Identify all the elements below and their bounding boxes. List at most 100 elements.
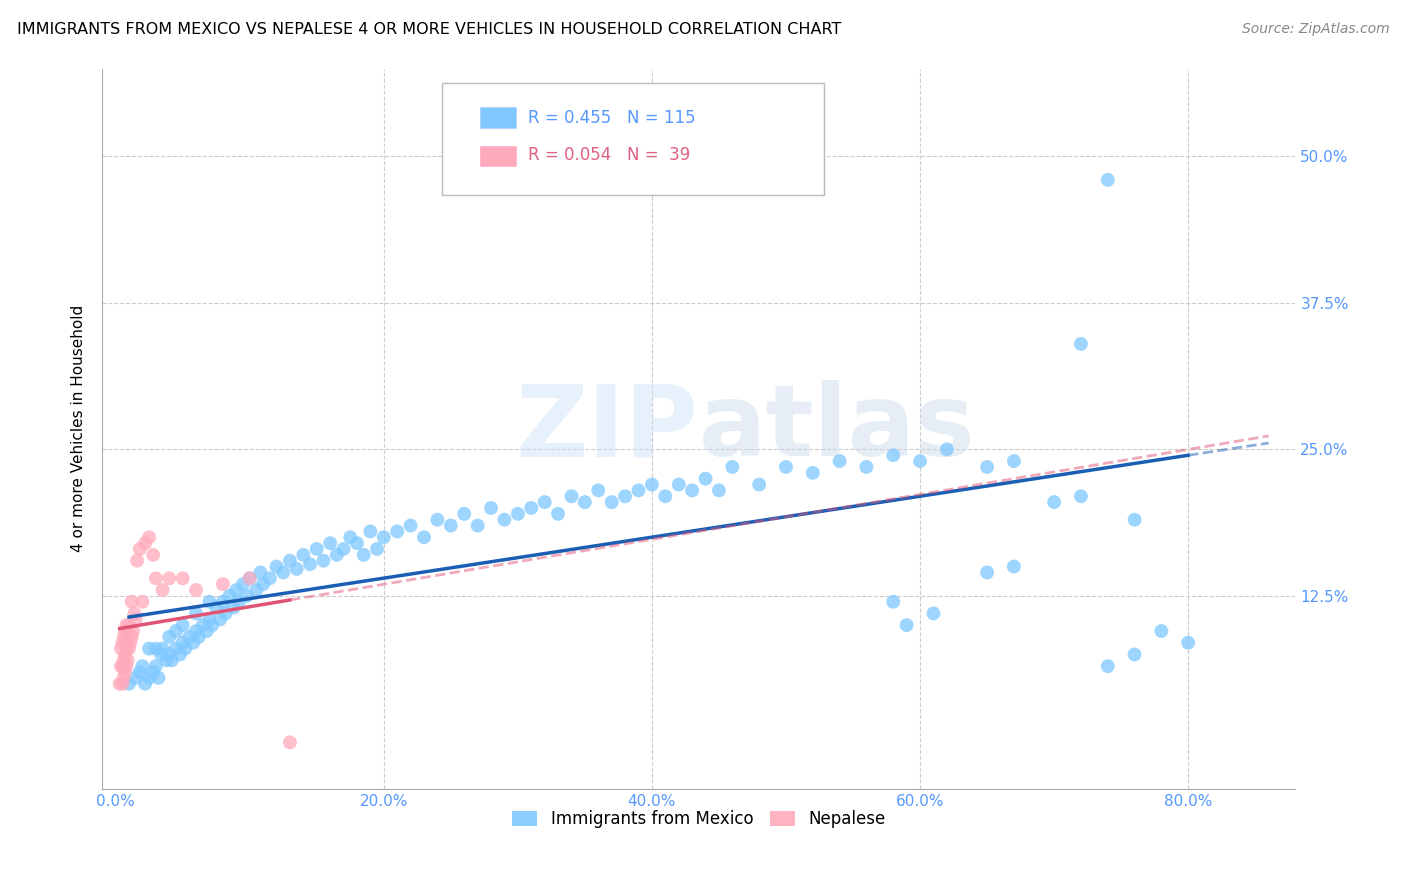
Point	[366, 541, 388, 556]
Point	[212, 595, 235, 609]
Point	[218, 589, 240, 603]
Point	[681, 483, 703, 498]
Point	[228, 595, 250, 609]
Point	[908, 454, 931, 468]
Point	[145, 641, 167, 656]
Point	[222, 600, 245, 615]
Point	[353, 548, 375, 562]
Point	[627, 483, 650, 498]
Point	[1002, 454, 1025, 468]
Text: atlas: atlas	[699, 380, 976, 477]
Legend: Immigrants from Mexico, Nepalese: Immigrants from Mexico, Nepalese	[506, 804, 891, 835]
Point	[155, 653, 177, 667]
Point	[125, 612, 148, 626]
Point	[547, 507, 569, 521]
Point	[214, 607, 236, 621]
Point	[110, 641, 132, 656]
Point	[385, 524, 408, 539]
Point	[232, 577, 254, 591]
Point	[150, 648, 173, 662]
Point	[467, 518, 489, 533]
Point	[148, 671, 170, 685]
Point	[122, 624, 145, 638]
Text: IMMIGRANTS FROM MEXICO VS NEPALESE 4 OR MORE VEHICLES IN HOUSEHOLD CORRELATION C: IMMIGRANTS FROM MEXICO VS NEPALESE 4 OR …	[17, 22, 841, 37]
Point	[252, 577, 274, 591]
Point	[118, 618, 141, 632]
Point	[112, 671, 135, 685]
Point	[179, 630, 201, 644]
Point	[138, 641, 160, 656]
Text: Source: ZipAtlas.com: Source: ZipAtlas.com	[1241, 22, 1389, 37]
Point	[184, 624, 207, 638]
Point	[312, 554, 335, 568]
Point	[828, 454, 851, 468]
Point	[332, 541, 354, 556]
Point	[1150, 624, 1173, 638]
Point	[198, 595, 221, 609]
Point	[339, 530, 361, 544]
Y-axis label: 4 or more Vehicles in Household: 4 or more Vehicles in Household	[72, 305, 86, 552]
Point	[479, 500, 502, 515]
Point	[239, 571, 262, 585]
Point	[131, 595, 153, 609]
Point	[110, 659, 132, 673]
Point	[278, 735, 301, 749]
Point	[165, 624, 187, 638]
Point	[131, 659, 153, 673]
Point	[165, 641, 187, 656]
Point	[346, 536, 368, 550]
Point	[108, 677, 131, 691]
Point	[205, 600, 228, 615]
Point	[172, 571, 194, 585]
Point	[292, 548, 315, 562]
Point	[142, 548, 165, 562]
Point	[1043, 495, 1066, 509]
Point	[225, 582, 247, 597]
Point	[145, 571, 167, 585]
Point	[721, 459, 744, 474]
Point	[111, 659, 134, 673]
Point	[399, 518, 422, 533]
Point	[157, 630, 180, 644]
Point	[184, 607, 207, 621]
Point	[114, 624, 136, 638]
Point	[1177, 636, 1199, 650]
Point	[209, 612, 232, 626]
Point	[588, 483, 610, 498]
Point	[114, 648, 136, 662]
Point	[172, 636, 194, 650]
Point	[299, 558, 322, 572]
Point	[882, 448, 904, 462]
Point	[245, 582, 267, 597]
Point	[117, 630, 139, 644]
Point	[112, 653, 135, 667]
Point	[118, 641, 141, 656]
Point	[654, 489, 676, 503]
Point	[121, 630, 143, 644]
Point	[259, 571, 281, 585]
Point	[520, 500, 543, 515]
Point	[1097, 173, 1119, 187]
Point	[506, 507, 529, 521]
Point	[775, 459, 797, 474]
Point	[115, 641, 138, 656]
Point	[882, 595, 904, 609]
Text: R = 0.455   N = 115: R = 0.455 N = 115	[529, 109, 696, 127]
Point	[191, 618, 214, 632]
Point	[118, 677, 141, 691]
Point	[138, 671, 160, 685]
Point	[157, 571, 180, 585]
Point	[249, 566, 271, 580]
Point	[152, 641, 174, 656]
Point	[111, 636, 134, 650]
FancyBboxPatch shape	[481, 145, 516, 166]
Point	[142, 665, 165, 679]
Point	[195, 624, 218, 638]
FancyBboxPatch shape	[481, 107, 516, 128]
Point	[326, 548, 349, 562]
Point	[453, 507, 475, 521]
Point	[614, 489, 637, 503]
Point	[134, 677, 156, 691]
Point	[114, 665, 136, 679]
Point	[271, 566, 294, 580]
